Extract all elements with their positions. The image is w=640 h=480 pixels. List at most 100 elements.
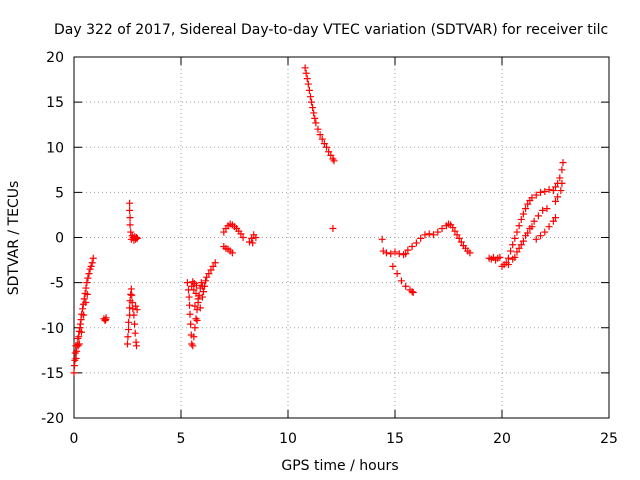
data-point <box>430 231 438 239</box>
data-point <box>496 253 504 261</box>
data-point <box>126 199 134 207</box>
data-point <box>89 254 97 262</box>
data-point <box>408 288 416 296</box>
y-tick-label: 5 <box>55 185 64 201</box>
data-point <box>186 310 194 318</box>
data-point <box>131 320 139 328</box>
x-tick-label: 20 <box>493 431 511 447</box>
data-point <box>132 302 140 310</box>
data-point <box>425 230 433 238</box>
data-point <box>517 241 525 249</box>
data-point <box>82 284 90 292</box>
data-point <box>190 286 198 294</box>
data-point <box>88 259 96 267</box>
data-point <box>74 335 82 343</box>
data-point <box>412 239 420 247</box>
data-point <box>76 320 84 328</box>
chart-title: Day 322 of 2017, Sidereal Day-to-day VTE… <box>54 22 608 38</box>
data-point <box>126 221 134 229</box>
data-point <box>75 333 83 341</box>
data-point <box>85 270 93 278</box>
x-tick-label: 15 <box>386 431 404 447</box>
data-point <box>552 183 559 191</box>
data-point <box>183 279 191 287</box>
data-point <box>220 228 228 236</box>
data-point <box>308 98 316 106</box>
data-point <box>127 228 135 236</box>
data-point <box>303 75 311 83</box>
data-point <box>124 333 132 341</box>
data-point <box>545 223 553 231</box>
data-point <box>127 285 135 293</box>
data-point <box>102 316 110 324</box>
data-point <box>541 187 549 195</box>
data-point <box>379 247 387 255</box>
y-tick-label: 0 <box>55 231 64 247</box>
data-point <box>323 143 331 151</box>
data-point <box>132 342 140 350</box>
data-point <box>528 223 536 231</box>
data-point <box>82 298 90 306</box>
data-point <box>192 289 200 297</box>
data-point <box>455 234 463 242</box>
data-point <box>199 288 207 296</box>
data-point <box>558 179 566 187</box>
y-tick-label: -15 <box>41 366 64 382</box>
data-point <box>552 214 559 222</box>
data-point <box>517 215 525 223</box>
y-tick-label: -10 <box>41 321 64 337</box>
data-point <box>245 238 253 246</box>
data-point <box>79 305 87 313</box>
data-point <box>330 157 338 165</box>
data-point <box>133 306 141 314</box>
data-point <box>402 282 410 290</box>
data-point <box>188 340 196 348</box>
data-point <box>382 249 390 257</box>
data-point <box>522 205 530 213</box>
data-point <box>453 231 461 239</box>
data-point <box>559 159 567 167</box>
data-point <box>449 224 457 232</box>
data-point <box>249 239 257 247</box>
x-tick-label: 25 <box>600 431 618 447</box>
data-point <box>125 318 133 326</box>
data-point <box>239 234 247 241</box>
data-point <box>402 250 410 258</box>
data-point <box>131 329 139 337</box>
data-points <box>70 64 567 377</box>
data-point <box>309 104 317 112</box>
data-point <box>558 166 566 174</box>
data-point <box>451 227 459 235</box>
data-point <box>195 291 203 299</box>
data-point <box>130 311 138 319</box>
data-point <box>409 289 417 297</box>
data-point <box>549 217 557 225</box>
data-point <box>196 304 204 312</box>
data-point <box>524 200 532 208</box>
data-point <box>187 320 195 328</box>
grid <box>74 57 609 418</box>
x-tick-label: 0 <box>70 431 79 447</box>
data-point <box>393 270 401 278</box>
data-point <box>186 301 194 309</box>
data-point <box>203 273 211 281</box>
data-point <box>421 231 429 239</box>
data-point <box>189 342 197 350</box>
data-point <box>316 131 324 139</box>
data-point <box>524 229 532 237</box>
data-point <box>126 304 134 312</box>
data-point <box>133 234 141 242</box>
data-point <box>80 295 88 303</box>
data-point <box>515 222 523 230</box>
data-point <box>126 206 134 214</box>
data-point <box>310 109 318 117</box>
data-point <box>302 69 310 77</box>
data-point <box>190 333 198 341</box>
data-point <box>408 243 416 251</box>
data-point <box>304 80 312 88</box>
data-point <box>72 354 80 362</box>
data-point <box>515 244 523 252</box>
data-point <box>312 119 320 127</box>
y-tick-label: -5 <box>50 276 64 292</box>
data-point <box>395 250 403 258</box>
